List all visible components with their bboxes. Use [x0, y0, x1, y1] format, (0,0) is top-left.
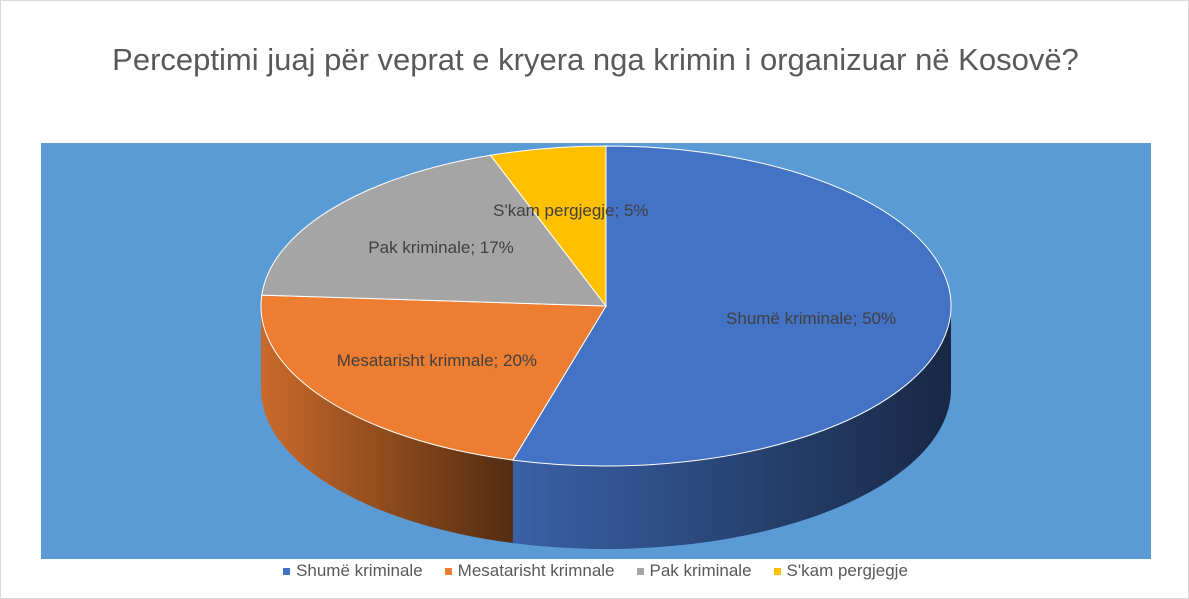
chart-title: Perceptimi juaj për veprat e kryera nga …	[112, 42, 1079, 77]
legend-item: Mesatarisht krimnale	[444, 561, 615, 581]
slice	[512, 145, 952, 467]
legend-swatch	[636, 567, 644, 575]
plot-area	[41, 143, 1151, 559]
legend-label: S'kam pergjegje	[786, 561, 908, 580]
legend-swatch	[283, 567, 291, 575]
slice	[260, 294, 607, 461]
legend-swatch	[444, 567, 452, 575]
data-label: Mesatarisht krimnale; 20%	[336, 351, 538, 371]
slice	[261, 154, 608, 307]
legend-label: Pak kriminale	[649, 561, 752, 580]
data-label: Shumë kriminale; 50%	[726, 309, 897, 329]
legend-item: Pak kriminale	[636, 561, 752, 581]
legend: Shumë kriminale Mesatarisht krimnale Pak k…	[1, 561, 1188, 581]
data-label: S'kam pergjegje; 5%	[493, 201, 649, 221]
slice-side	[261, 306, 513, 544]
data-label: Pak kriminale; 17%	[368, 237, 514, 257]
legend-label: Mesatarisht krimnale	[457, 561, 615, 580]
legend-swatch	[773, 567, 781, 575]
legend-item: Shumë kriminale	[283, 561, 423, 581]
legend-item: S'kam pergjegje	[773, 561, 908, 581]
legend-label: Shumë kriminale	[296, 561, 423, 580]
slice-side	[512, 306, 951, 549]
slice	[489, 145, 607, 308]
